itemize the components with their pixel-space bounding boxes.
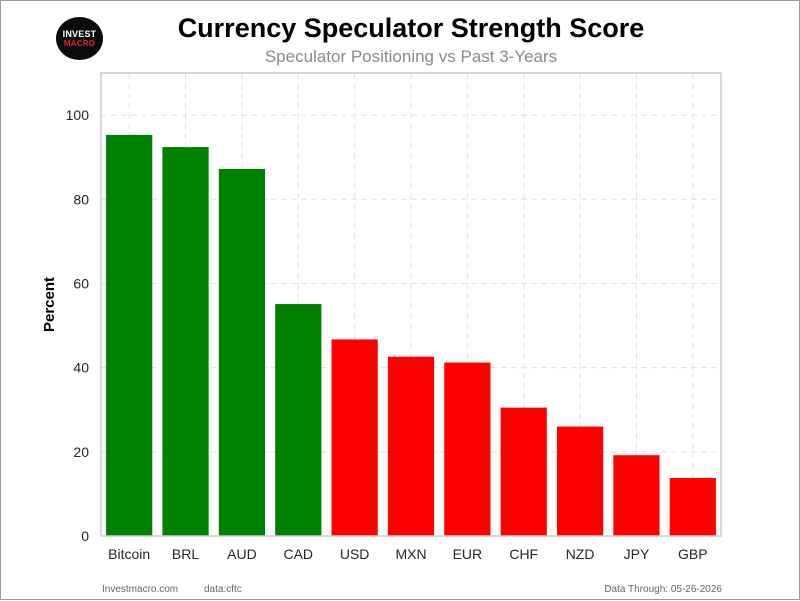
footer-date: Data Through: 05-26-2026 [604, 584, 722, 595]
bar-nzd [556, 426, 604, 536]
logo-text-invest: INVEST [62, 29, 97, 39]
x-tick-label: GBP [678, 546, 708, 562]
x-tick-label: CAD [283, 546, 313, 562]
bar-bitcoin [106, 134, 153, 536]
footer-site: Investmacro.com [102, 584, 179, 595]
logo-text-macro: MACRO [63, 39, 96, 48]
x-tick-label: BRL [172, 546, 199, 562]
y-axis-label: Percent [41, 277, 58, 332]
x-tick-label: CHF [509, 546, 538, 562]
y-tick-label: 20 [73, 444, 89, 460]
x-tick-label: NZD [566, 546, 595, 562]
investmacro-logo: INVEST MACRO [56, 17, 103, 60]
plot-border [100, 72, 722, 537]
bar-chf [500, 407, 547, 536]
bar-mxn [387, 356, 435, 536]
bar-brl [162, 147, 209, 536]
y-tick-label: 40 [73, 360, 89, 376]
x-tick-label: AUD [227, 546, 257, 562]
x-tick-label: JPY [624, 546, 650, 562]
bar-jpy [613, 455, 660, 536]
y-tick-label: 100 [66, 107, 90, 123]
y-tick-label: 60 [73, 275, 89, 291]
x-tick-label: USD [340, 546, 370, 562]
bar-gbp [669, 477, 716, 536]
x-tick-label: EUR [453, 546, 483, 562]
y-tick-label: 0 [81, 528, 89, 544]
bar-aud [218, 168, 266, 536]
bar-usd [331, 339, 378, 536]
bar-cad [275, 304, 322, 536]
chart-subtitle: Speculator Positioning vs Past 3-Years [264, 47, 558, 66]
chart-title: Currency Speculator Strength Score [177, 13, 645, 43]
bar-eur [444, 362, 491, 536]
x-tick-label: MXN [395, 546, 426, 562]
footer-source: data:cftc [204, 584, 242, 595]
x-tick-label: Bitcoin [108, 546, 150, 562]
y-tick-label: 80 [73, 191, 89, 207]
